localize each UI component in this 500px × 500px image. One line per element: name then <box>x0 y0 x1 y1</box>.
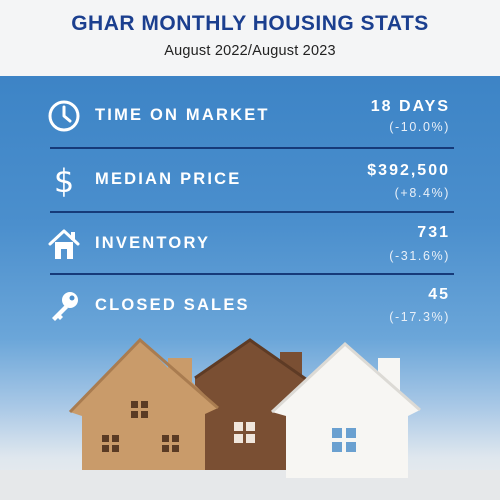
stat-row-inventory: INVENTORY 731 (-31.6%) <box>44 220 456 274</box>
dollar-icon: $ <box>54 162 74 198</box>
page-title: GHAR MONTHLY HOUSING STATS <box>71 12 429 35</box>
divider <box>50 147 454 149</box>
stat-label: MEDIAN PRICE <box>95 170 242 188</box>
divider <box>50 211 454 213</box>
stat-label: CLOSED SALES <box>95 296 250 314</box>
stat-value: 18 DAYS <box>370 98 450 115</box>
stat-label: INVENTORY <box>95 234 211 252</box>
stat-change: (+8.4%) <box>394 186 450 200</box>
tan-house <box>68 337 219 470</box>
svg-text:$: $ <box>54 162 74 198</box>
stat-row-time-on-market: TIME ON MARKET 18 DAYS (-10.0%) <box>44 92 456 146</box>
header-banner: GHAR MONTHLY HOUSING STATS August 2022/A… <box>0 0 500 76</box>
house-figures-image <box>0 337 500 500</box>
divider <box>50 273 454 275</box>
stat-value: 731 <box>417 224 450 241</box>
stat-row-median-price: $ MEDIAN PRICE $392,500 (+8.4%) <box>44 156 456 210</box>
stat-change: (-31.6%) <box>389 249 450 263</box>
table-surface <box>0 470 500 500</box>
brown-house <box>194 338 311 470</box>
stat-value: $392,500 <box>367 162 450 179</box>
stat-label: TIME ON MARKET <box>95 106 270 124</box>
stat-value: 45 <box>428 286 450 303</box>
white-house <box>270 341 421 478</box>
house-icon <box>48 229 80 259</box>
stat-change: (-17.3%) <box>389 310 450 324</box>
key-icon <box>52 292 78 321</box>
page-subtitle: August 2022/August 2023 <box>164 43 336 59</box>
stat-change: (-10.0%) <box>389 120 450 134</box>
clock-icon <box>48 100 80 132</box>
stat-row-closed-sales: CLOSED SALES 45 (-17.3%) <box>44 282 456 336</box>
